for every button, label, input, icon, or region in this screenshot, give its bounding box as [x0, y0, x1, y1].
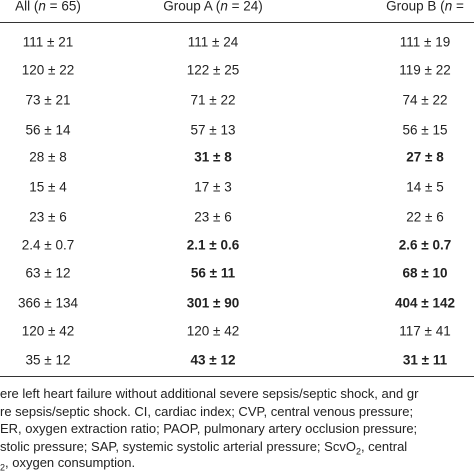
table-cell: 23 ± 6 [194, 209, 232, 225]
table-cell: 73 ± 21 [25, 92, 71, 108]
footnote-text: re sepsis/septic shock. CI, cardiac inde… [0, 404, 414, 419]
table-cell: 27 ± 8 [406, 149, 444, 165]
table-cell: 31 ± 8 [194, 149, 232, 165]
header-text: Group B ( [386, 0, 445, 14]
table-cell: 120 ± 22 [21, 62, 75, 78]
table-cell: 2.1 ± 0.6 [186, 237, 240, 253]
table-cell: 301 ± 90 [186, 295, 240, 311]
header-text: = [452, 0, 464, 14]
table-cell: 111 ± 24 [187, 34, 239, 50]
table-cell: 57 ± 13 [190, 122, 236, 138]
column-header: Group A (n = 24) [163, 0, 262, 14]
header-text: = 24) [227, 0, 263, 14]
footnote-line: ere left heart failure without additiona… [0, 386, 418, 401]
column-header: All (n = 65) [15, 0, 81, 14]
footnote-text: ere left heart failure without additiona… [0, 386, 419, 401]
table-cell: 56 ± 15 [402, 122, 448, 138]
footnote-text: 2 [355, 446, 361, 457]
table-cell: 35 ± 12 [25, 352, 71, 368]
header-text: n [444, 0, 453, 14]
table-cell: 122 ± 25 [186, 62, 240, 78]
footnote-text: , oxygen consumption. [5, 455, 136, 470]
table-cell: 68 ± 10 [402, 265, 448, 281]
table-cell: 111 ± 21 [22, 34, 74, 50]
table-cell: 404 ± 142 [395, 295, 455, 311]
footnote-text: 2 [0, 462, 6, 473]
table-cell: 2.4 ± 0.7 [21, 237, 75, 253]
table-cell: 22 ± 6 [406, 209, 444, 225]
table-cell: 2.6 ± 0.7 [398, 237, 452, 253]
table-cell: 56 ± 11 [190, 265, 236, 281]
header-text: All ( [15, 0, 39, 14]
footnote-line: ER, oxygen extraction ratio; PAOP, pulmo… [0, 421, 417, 436]
table-cell: 71 ± 22 [190, 92, 236, 108]
table-bottom-rule [0, 376, 474, 377]
table-cell: 366 ± 134 [18, 295, 78, 311]
table-cell: 28 ± 8 [29, 149, 67, 165]
table-cell: 31 ± 11 [402, 352, 448, 368]
footnote-line: 2, oxygen consumption. [0, 455, 135, 473]
table-cell: 17 ± 3 [194, 179, 232, 195]
table-cell: 119 ± 22 [399, 62, 451, 78]
table-cell: 23 ± 6 [29, 209, 67, 225]
footnote-line: stolic pressure; SAP, systemic systolic … [0, 439, 407, 457]
table-cell: 14 ± 5 [406, 179, 444, 195]
table-cell: 74 ± 22 [402, 92, 448, 108]
header-text: n [38, 0, 46, 14]
header-text: = 65) [45, 0, 81, 14]
header-text: Group A ( [163, 0, 221, 14]
table-cell: 120 ± 42 [21, 323, 75, 339]
header-rule [0, 22, 474, 23]
table-cell: 63 ± 12 [25, 265, 71, 281]
table-cell: 111 ± 19 [399, 34, 451, 50]
table-cell: 43 ± 12 [190, 352, 236, 368]
header-text: n [220, 0, 228, 14]
footnote-text: ER, oxygen extraction ratio; PAOP, pulmo… [0, 421, 418, 436]
table-cell: 56 ± 14 [25, 122, 71, 138]
table-cell: 117 ± 41 [399, 323, 451, 339]
footnote-text: stolic pressure; SAP, systemic systolic … [0, 439, 356, 454]
column-header: Group B (n = [386, 0, 464, 14]
footnote-text: , central [360, 439, 408, 454]
table-cell: 120 ± 42 [186, 323, 240, 339]
footnote-line: re sepsis/septic shock. CI, cardiac inde… [0, 404, 413, 419]
table-cell: 15 ± 4 [29, 179, 67, 195]
